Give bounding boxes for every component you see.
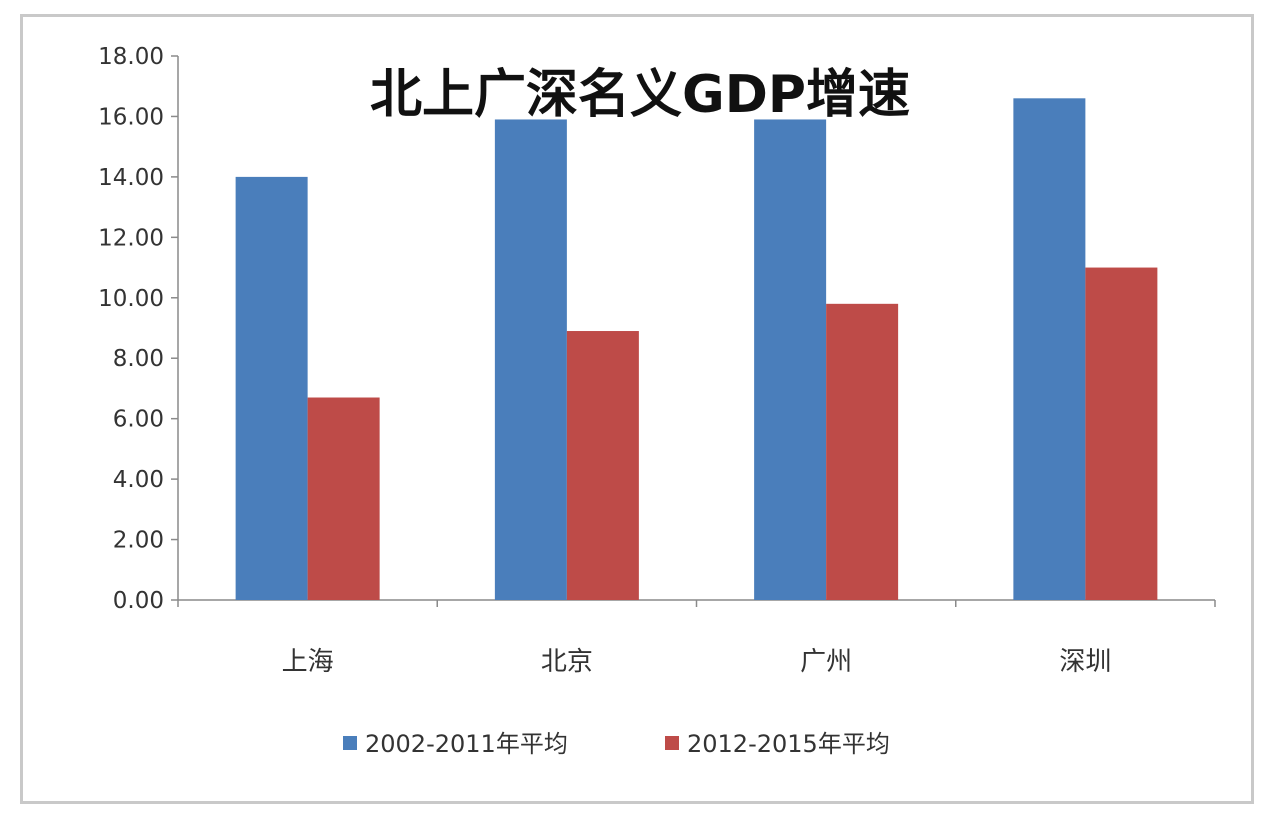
legend-label: 2002-2011年平均 [365, 730, 568, 758]
legend-swatch [343, 736, 357, 750]
y-tick-label: 18.00 [98, 44, 164, 70]
bar-上海-2002-2011年平均 [235, 176, 308, 600]
x-category-label: 广州 [800, 647, 852, 677]
bar-广州-2012-2015年平均 [826, 303, 899, 600]
bar-广州-2002-2011年平均 [754, 119, 827, 600]
y-tick-label: 8.00 [113, 346, 164, 372]
legend-label: 2012-2015年平均 [687, 730, 890, 758]
bar-上海-2012-2015年平均 [307, 397, 380, 600]
y-tick-label: 14.00 [98, 165, 164, 191]
y-tick-label: 12.00 [98, 225, 164, 251]
y-tick-label: 10.00 [98, 286, 164, 312]
y-tick-label: 4.00 [113, 467, 164, 493]
x-category-label: 上海 [282, 647, 334, 677]
bar-北京-2002-2011年平均 [494, 119, 567, 600]
legend-swatch [665, 736, 679, 750]
y-tick-label: 2.00 [113, 528, 164, 554]
x-category-label: 深圳 [1059, 647, 1111, 677]
bars-layer [235, 98, 1158, 601]
x-category-label: 北京 [541, 647, 593, 677]
bar-深圳-2012-2015年平均 [1085, 267, 1158, 600]
labels-layer: 0.00 2.00 4.00 6.00 8.00 10.00 12.00 14.00 16.00… [98, 44, 1111, 677]
y-tick-label: 6.00 [113, 407, 164, 433]
y-tick-label: 16.00 [98, 104, 164, 130]
legend: 2002-2011年平均 2012-2015年平均 [343, 730, 890, 758]
y-tick-label: 0.00 [113, 588, 164, 614]
bar-北京-2012-2015年平均 [566, 331, 639, 600]
chart-title: 北上广深名义GDP增速 [370, 65, 910, 125]
bar-深圳-2002-2011年平均 [1013, 98, 1086, 601]
